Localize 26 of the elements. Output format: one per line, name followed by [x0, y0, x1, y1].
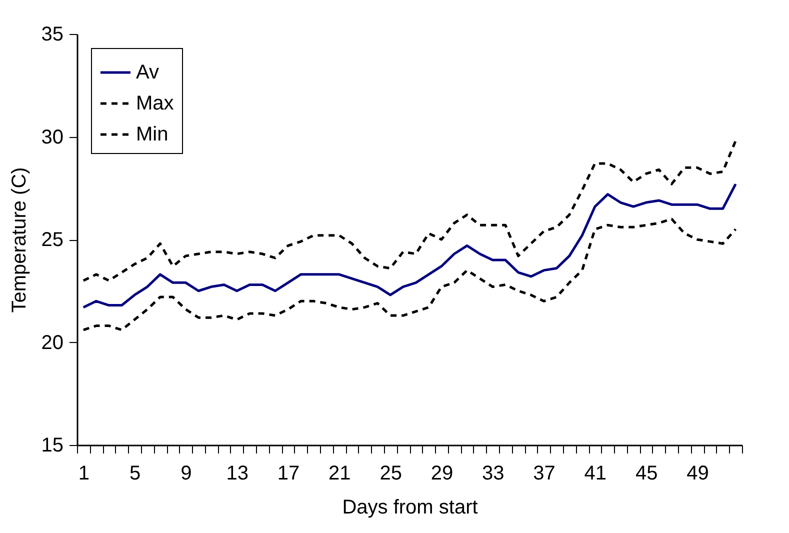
x-tick-label: 1: [78, 462, 90, 484]
line-series: [82, 182, 737, 309]
x-tick-label: 37: [533, 462, 556, 484]
x-tick-label: 41: [584, 462, 607, 484]
y-axis-title: Temperature (C): [8, 167, 30, 313]
y-tick-label: 35: [41, 24, 64, 46]
x-tick-label: 25: [380, 462, 402, 484]
x-tick-label: 49: [686, 462, 709, 484]
line-series: [82, 140, 737, 282]
x-tick-label: 33: [482, 462, 504, 484]
legend-label: Max: [136, 92, 174, 114]
x-tick-label: 13: [226, 462, 248, 484]
x-tick-label: 17: [277, 462, 300, 484]
y-tick-label: 30: [41, 126, 64, 148]
y-tick-label: 15: [41, 434, 64, 456]
x-tick-label: 45: [635, 462, 658, 484]
legend-label: Av: [136, 62, 159, 84]
y-tick-label: 25: [41, 229, 64, 251]
x-tick-label: 5: [129, 462, 141, 484]
x-tick-label: 9: [180, 462, 192, 484]
legend-label: Min: [136, 124, 168, 146]
x-tick-label: 21: [328, 462, 351, 484]
line-series: [82, 218, 737, 332]
y-tick-label: 20: [41, 332, 64, 354]
x-tick-label: 29: [430, 462, 454, 484]
x-axis-title: Days from start: [342, 496, 478, 518]
